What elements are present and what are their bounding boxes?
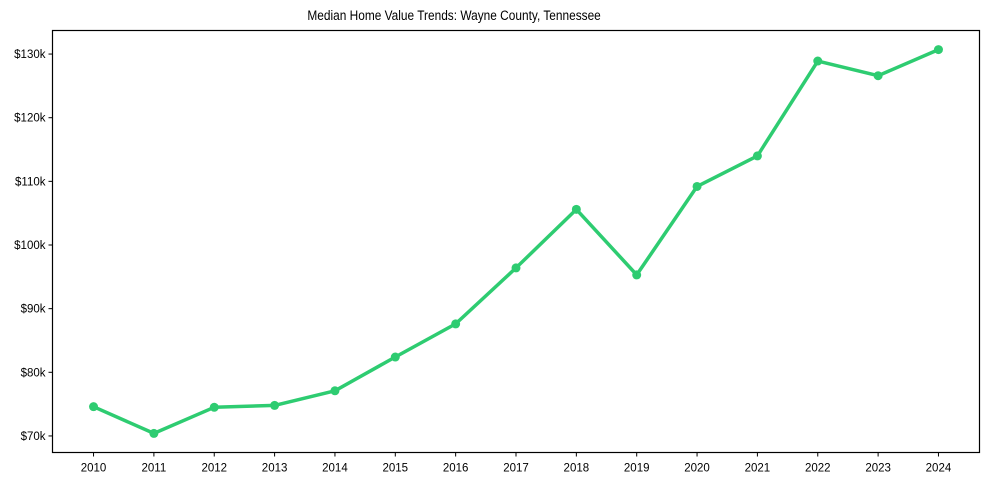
x-tick-label: 2013 xyxy=(262,463,288,475)
data-point-marker xyxy=(873,71,883,81)
x-tick-label: 2015 xyxy=(383,463,409,475)
data-point-marker xyxy=(451,319,461,329)
x-tick-label: 2020 xyxy=(684,463,710,475)
data-point-marker xyxy=(511,263,521,273)
x-tick-label: 2016 xyxy=(443,463,469,475)
x-tick-label: 2010 xyxy=(81,463,107,475)
data-point-marker xyxy=(270,400,280,410)
series-line xyxy=(91,47,941,436)
chart-title: Median Home Value Trends: Wayne County, … xyxy=(307,8,601,23)
data-point-marker xyxy=(813,56,823,66)
x-tick-label: 2023 xyxy=(865,463,891,475)
data-point-marker xyxy=(752,151,762,161)
data-point-marker xyxy=(632,270,642,280)
y-tick-label: $90k xyxy=(21,304,46,316)
data-point-marker xyxy=(209,402,219,412)
x-axis: 2010 2011 2012 2013 2014 2015 2016 2017 2018 2019… xyxy=(81,452,952,475)
x-tick-label: 2018 xyxy=(564,463,590,475)
data-point-marker xyxy=(692,181,702,191)
y-tick-label: $70k xyxy=(21,431,46,443)
x-tick-label: 2022 xyxy=(805,463,831,475)
plot-frame xyxy=(51,29,981,454)
data-point-marker xyxy=(933,45,943,55)
x-tick-label: 2012 xyxy=(201,463,227,475)
y-tick-label: $80k xyxy=(21,367,46,379)
data-point-marker xyxy=(330,386,340,396)
x-tick-label: 2019 xyxy=(624,463,650,475)
x-tick-label: 2017 xyxy=(503,463,529,475)
data-point-marker xyxy=(390,352,400,362)
y-tick-label: $130k xyxy=(14,49,46,61)
x-tick-label: 2021 xyxy=(745,463,771,475)
y-axis: $70k $80k $90k $100k $110k $120k $130k xyxy=(14,49,53,443)
data-point-marker xyxy=(89,402,99,412)
data-point-marker xyxy=(571,204,581,214)
y-tick-label: $100k xyxy=(14,240,46,252)
data-series xyxy=(89,45,943,438)
x-tick-label: 2024 xyxy=(926,463,952,475)
x-tick-label: 2014 xyxy=(322,463,348,475)
y-tick-label: $110k xyxy=(15,176,46,188)
y-tick-label: $120k xyxy=(14,113,46,125)
data-point-marker xyxy=(149,428,159,438)
x-tick-label: 2011 xyxy=(142,463,167,475)
